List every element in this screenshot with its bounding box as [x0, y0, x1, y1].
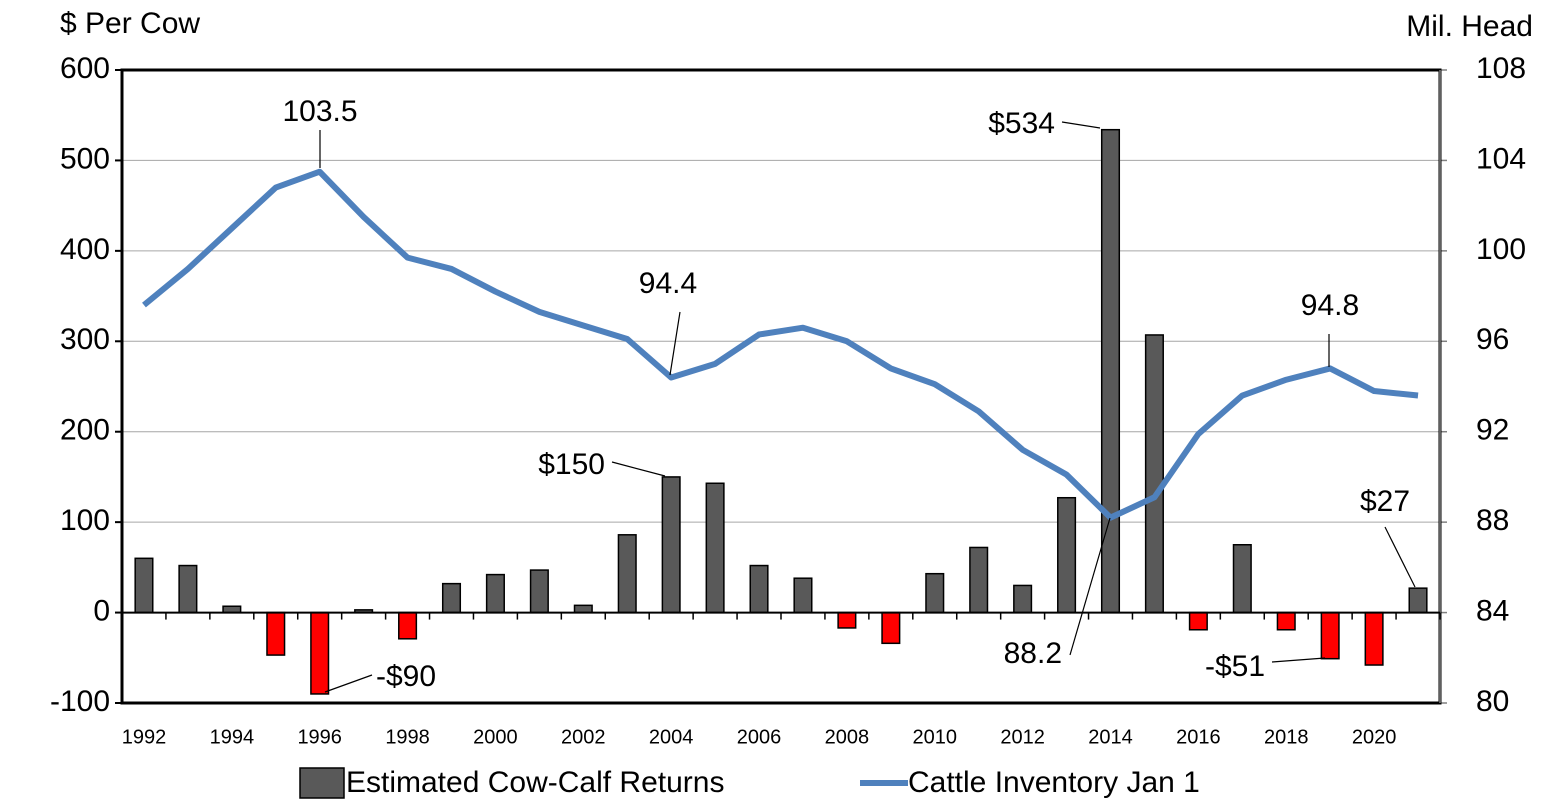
- data-label: $27: [1360, 485, 1410, 518]
- data-label: 103.5: [282, 95, 357, 128]
- bar: [793, 577, 813, 614]
- bar: [178, 564, 198, 614]
- bar: [529, 569, 549, 614]
- leader-line: [669, 311, 681, 376]
- y2-tick-label: 108: [1476, 52, 1526, 85]
- leader-line: [1069, 517, 1111, 656]
- bar: [573, 604, 593, 614]
- x-tick-label: 2010: [913, 726, 958, 748]
- leader-line: [611, 461, 666, 477]
- y2-tick-label: 92: [1476, 414, 1509, 447]
- bar: [969, 546, 989, 614]
- bar: [881, 611, 901, 645]
- leader-line: [324, 674, 373, 693]
- y-tick-label: 600: [60, 52, 110, 85]
- y-tick-label: 0: [93, 594, 110, 627]
- bar: [705, 482, 725, 614]
- y2-tick-label: 104: [1476, 142, 1526, 175]
- y-tick-label: -100: [50, 685, 110, 718]
- leader-line: [1384, 526, 1416, 588]
- bar: [1276, 611, 1296, 631]
- bar: [661, 476, 681, 614]
- y2-tick-label: 100: [1476, 233, 1526, 266]
- x-tick-label: 1996: [297, 726, 342, 748]
- x-tick-label: 2006: [737, 726, 782, 748]
- legend-label: Estimated Cow-Calf Returns: [346, 766, 724, 799]
- bar: [749, 564, 769, 614]
- y2-tick-label: 84: [1476, 594, 1509, 627]
- bar: [1188, 611, 1208, 631]
- bar: [310, 611, 330, 695]
- y-tick-label: 500: [60, 142, 110, 175]
- bar: [837, 611, 857, 629]
- x-tick-label: 2008: [825, 726, 870, 748]
- data-label: 94.8: [1301, 289, 1359, 322]
- data-label: $534: [988, 107, 1055, 140]
- data-label: $150: [538, 448, 605, 481]
- x-tick-label: 2004: [649, 726, 694, 748]
- x-tick-label: 1998: [385, 726, 430, 748]
- legend-label: Cattle Inventory Jan 1: [908, 766, 1200, 799]
- bar: [1320, 611, 1340, 660]
- y-tick-label: 200: [60, 414, 110, 447]
- y-tick-label: 100: [60, 504, 110, 537]
- x-tick-label: 2018: [1264, 726, 1309, 748]
- leader-line: [1061, 121, 1101, 129]
- leader-line: [1271, 657, 1326, 663]
- bar: [1408, 587, 1428, 614]
- x-tick-label: 2012: [1000, 726, 1045, 748]
- bar: [925, 572, 945, 614]
- bar: [617, 534, 637, 614]
- bar: [1100, 128, 1121, 614]
- x-tick-label: 2000: [473, 726, 518, 748]
- bar: [1057, 496, 1077, 614]
- data-label: 88.2: [1004, 637, 1062, 670]
- data-label: -$51: [1205, 650, 1265, 683]
- bar: [441, 582, 462, 614]
- bar: [134, 557, 154, 614]
- y2-tick-label: 88: [1476, 504, 1509, 537]
- x-tick-label: 2020: [1352, 726, 1397, 748]
- y2-tick-label: 96: [1476, 323, 1509, 356]
- y2-axis-title: Mil. Head: [1406, 10, 1533, 43]
- x-tick-label: 1992: [122, 726, 167, 748]
- y-tick-label: 400: [60, 233, 110, 266]
- x-tick-label: 2016: [1176, 726, 1221, 748]
- bar: [485, 573, 505, 614]
- y-axis-title: $ Per Cow: [60, 7, 200, 40]
- y2-tick-label: 80: [1476, 685, 1509, 718]
- y-tick-label: 300: [60, 323, 110, 356]
- bar: [1364, 611, 1384, 666]
- legend-swatch: [299, 767, 345, 799]
- x-tick-label: 1994: [210, 726, 255, 748]
- x-tick-label: 2014: [1088, 726, 1133, 748]
- data-label: -$90: [376, 660, 436, 693]
- bar: [266, 611, 286, 656]
- x-tick-label: 2002: [561, 726, 606, 748]
- bar: [398, 611, 418, 640]
- bar: [1144, 334, 1164, 614]
- line: [142, 168, 1419, 521]
- bar: [1013, 584, 1033, 614]
- bar: [1232, 544, 1252, 614]
- data-label: 94.4: [639, 267, 697, 300]
